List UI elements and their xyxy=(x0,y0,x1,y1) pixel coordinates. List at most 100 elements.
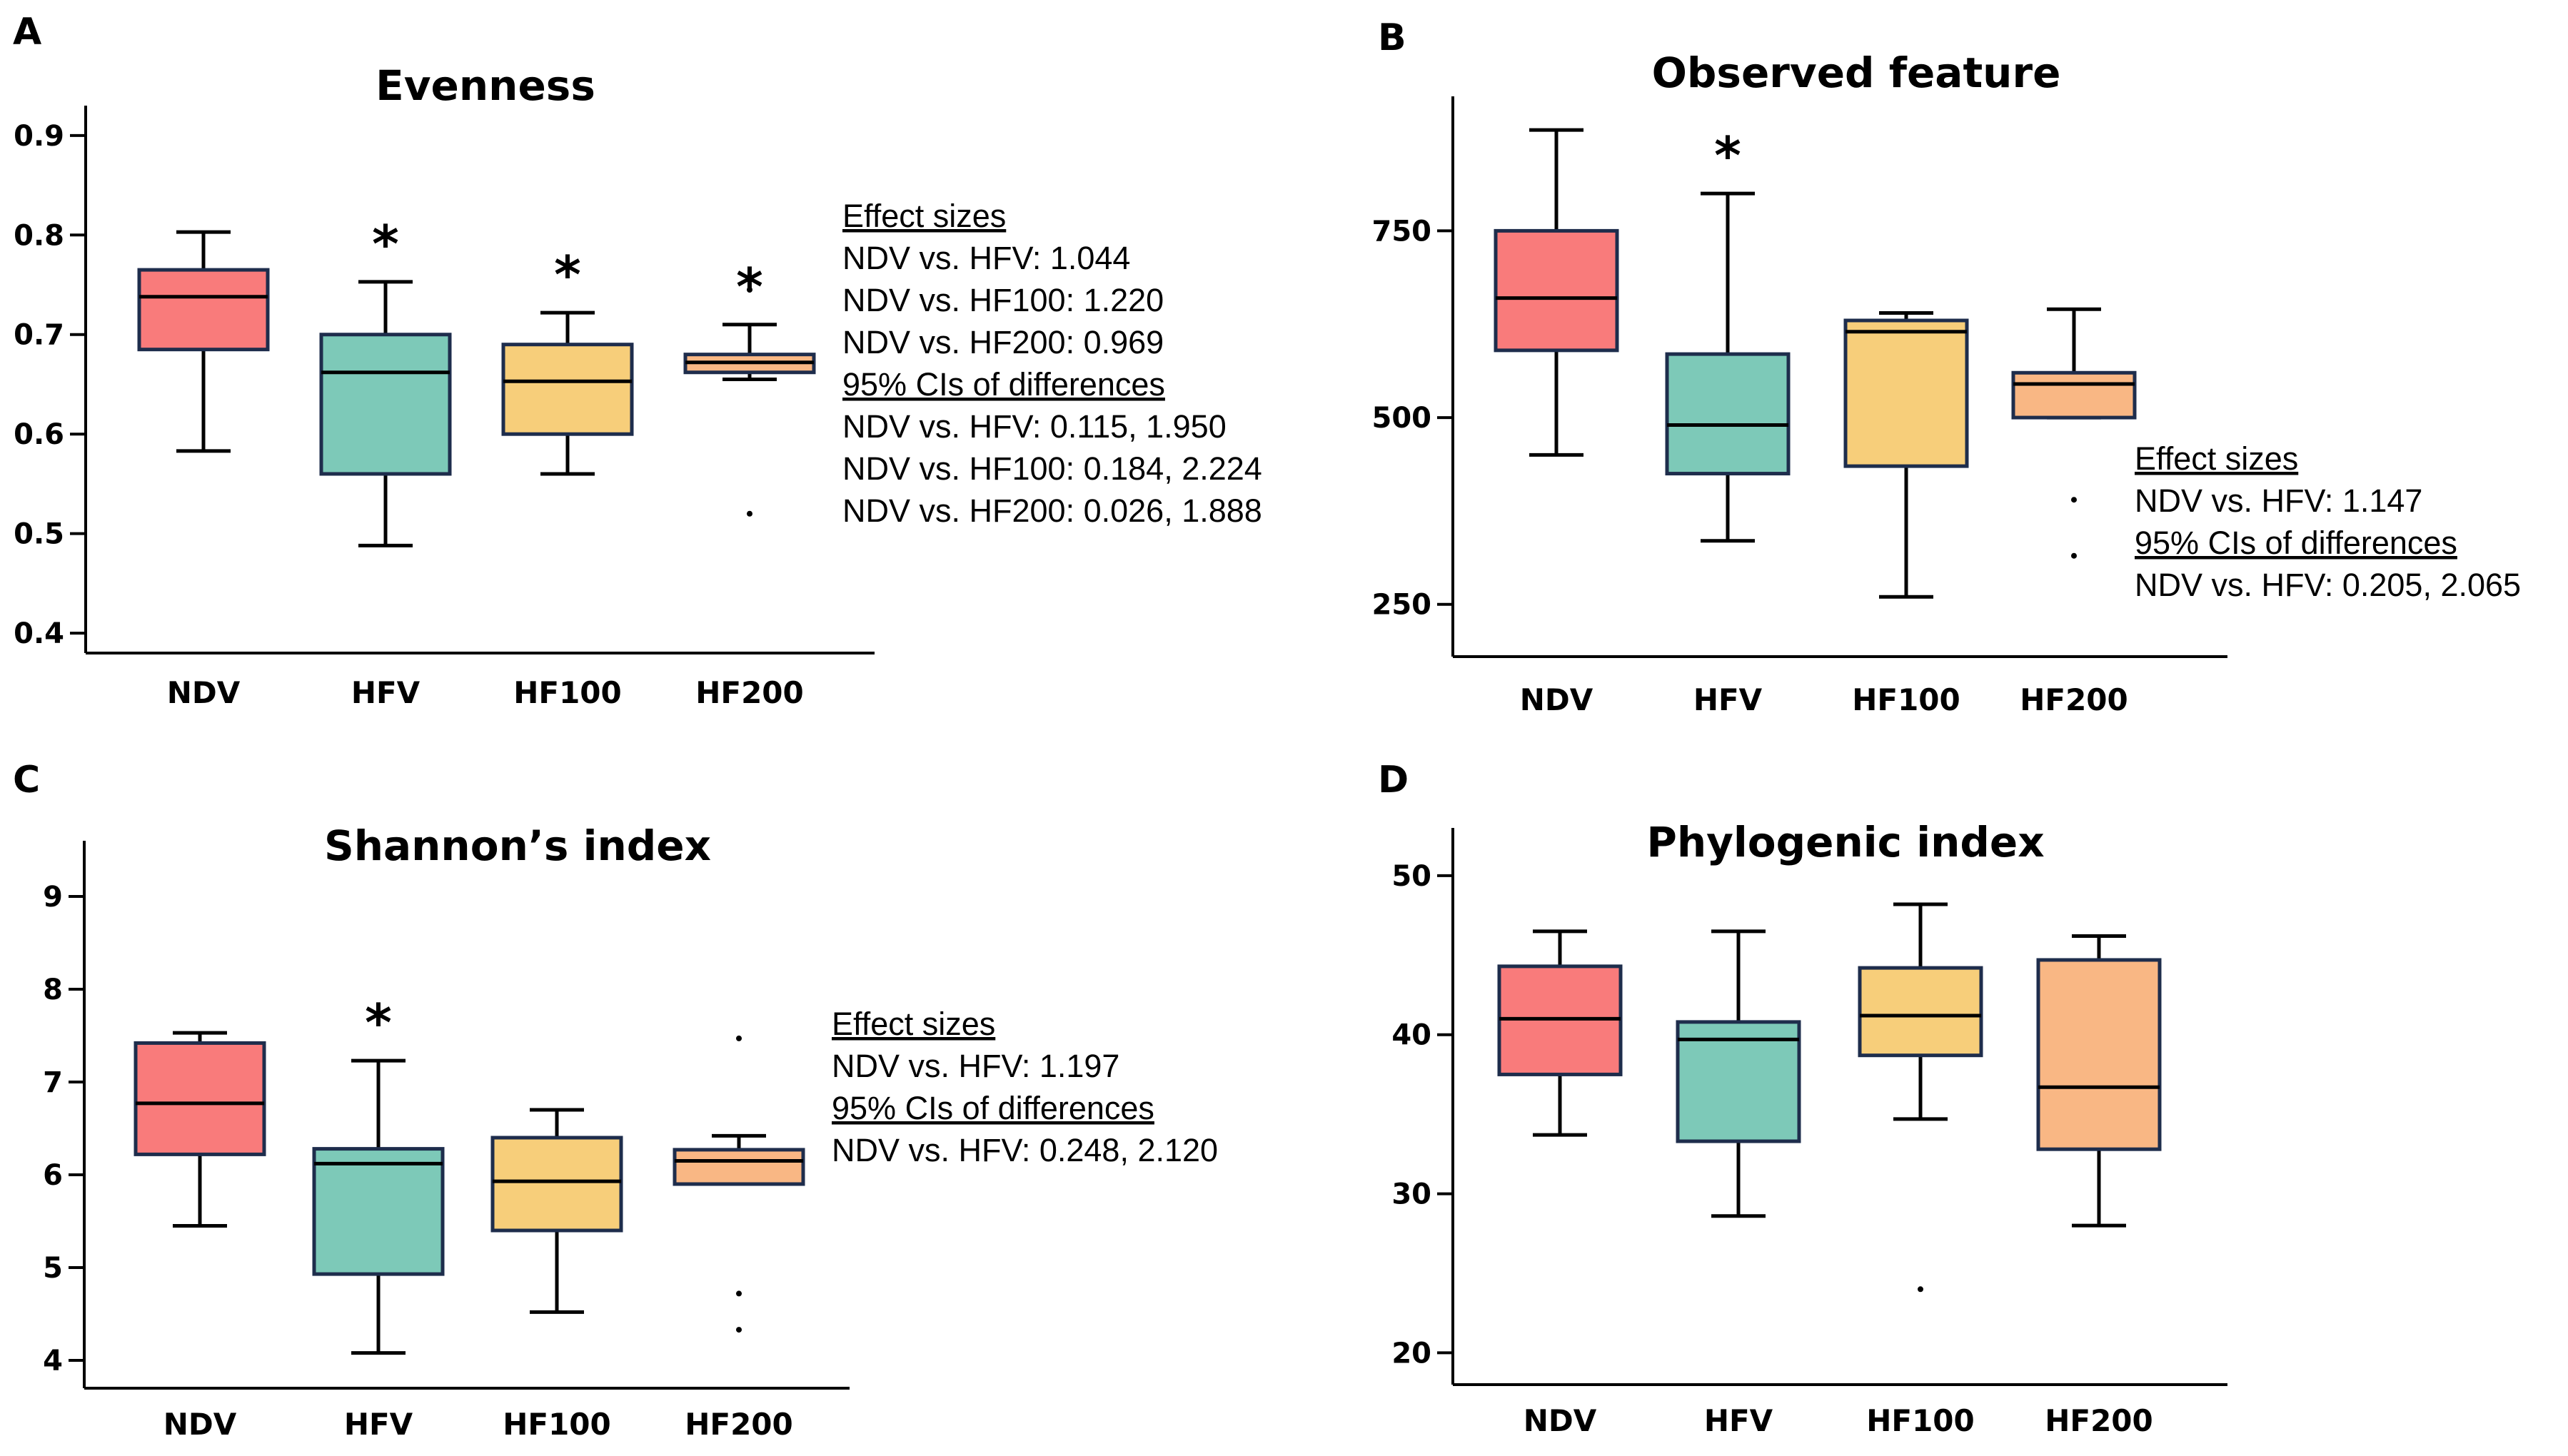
y-tick-label: 250 xyxy=(1372,589,1432,622)
outlier-point xyxy=(736,1327,742,1333)
y-tick-label: 500 xyxy=(1372,402,1432,435)
y-tick-label: 5 xyxy=(43,1252,63,1285)
y-tick-label: 8 xyxy=(43,974,63,1006)
x-category-label: HFV xyxy=(1704,1403,1773,1438)
box-iqr xyxy=(501,343,634,436)
box-NDV xyxy=(1494,128,1619,457)
box-iqr xyxy=(2036,958,2162,1151)
box-iqr xyxy=(1858,966,1983,1058)
annotation-line: NDV vs. HFV: 1.044 xyxy=(842,240,1130,276)
panel-letter: A xyxy=(13,11,41,54)
annotation-line: NDV vs. HFV: 0.248, 2.120 xyxy=(832,1132,1218,1168)
chart-title: Phylogenic index xyxy=(1646,818,2044,866)
box-HF200: * xyxy=(683,257,816,517)
significance-marker: * xyxy=(736,257,763,317)
x-category-label: HF100 xyxy=(1866,1403,1975,1438)
significance-marker: * xyxy=(365,993,392,1053)
x-category-label: HF200 xyxy=(695,675,804,710)
x-category-label: HFV xyxy=(351,675,421,710)
y-tick-label: 0.7 xyxy=(14,319,64,352)
box-iqr xyxy=(319,333,452,476)
annotation-line: NDV vs. HFV: 1.197 xyxy=(832,1048,1119,1084)
y-tick-label: 9 xyxy=(43,881,63,914)
box-HFV: * xyxy=(1665,126,1791,543)
chart-title: Observed feature xyxy=(1652,49,2061,97)
box-HF200 xyxy=(673,1035,805,1333)
stats-annotation: Effect sizes NDV vs. HFV: 1.044 NDV vs. HF… xyxy=(842,198,1262,529)
x-category-label: HFV xyxy=(344,1407,413,1442)
y-tick-label: 6 xyxy=(43,1159,63,1192)
y-tick-label: 0.5 xyxy=(14,518,64,551)
y-tick-label: 0.9 xyxy=(14,120,64,153)
annotation-line: NDV vs. HFV: 0.115, 1.950 xyxy=(842,408,1227,445)
box-iqr xyxy=(1665,352,1791,476)
y-tick-label: 0.8 xyxy=(14,219,64,252)
box-HF100 xyxy=(1858,902,1983,1293)
outlier-point xyxy=(736,1290,742,1297)
box-iqr xyxy=(1843,318,1969,468)
annotation-line: NDV vs. HFV: 1.147 xyxy=(2135,482,2422,519)
box-iqr xyxy=(673,1148,805,1186)
x-category-label: HF200 xyxy=(2020,682,2128,717)
y-tick-label: 0.4 xyxy=(14,617,64,650)
box-HF200 xyxy=(2011,307,2137,559)
annotation-heading: Effect sizes xyxy=(832,1006,995,1042)
box-iqr xyxy=(312,1147,445,1276)
box-NDV xyxy=(134,1031,266,1228)
annotation-heading: 95% CIs of differences xyxy=(842,366,1165,403)
box-HF100: * xyxy=(501,245,634,476)
annotation-heading: Effect sizes xyxy=(842,198,1006,234)
outlier-point xyxy=(2071,552,2077,559)
y-tick-label: 0.6 xyxy=(14,418,64,451)
stats-annotation: Effect sizes NDV vs. HFV: 1.147 95% CIs of… xyxy=(2135,440,2521,603)
y-tick-label: 4 xyxy=(43,1345,63,1377)
x-category-label: NDV xyxy=(163,1407,237,1442)
x-category-label: HFV xyxy=(1693,682,1763,717)
x-category-label: HF100 xyxy=(513,675,622,710)
annotation-line: NDV vs. HF100: 1.220 xyxy=(842,282,1164,318)
panel-B: B Observed feature 250 500 750 NDV * HFV HF100 HF… xyxy=(1372,16,2522,717)
panel-A: A Evenness 0.4 0.5 0.6 0.7 0.8 0.9 NDV * HFV * HF100… xyxy=(13,11,1262,710)
box-HF100 xyxy=(1843,311,1969,599)
panel-D: D Phylogenic index 20 30 40 50 NDV HFV HF100 HF20… xyxy=(1378,759,2227,1438)
annotation-heading: 95% CIs of differences xyxy=(2135,525,2457,561)
y-tick-label: 30 xyxy=(1391,1178,1431,1211)
annotation-heading: Effect sizes xyxy=(2135,440,2298,477)
box-iqr xyxy=(490,1136,623,1233)
box-iqr xyxy=(137,268,270,352)
x-category-label: HF200 xyxy=(2045,1403,2153,1438)
x-category-label: NDV xyxy=(167,675,241,710)
outlier-point xyxy=(747,510,752,517)
x-category-label: HF100 xyxy=(503,1407,611,1442)
panel-letter: C xyxy=(13,759,40,802)
box-HFV: * xyxy=(319,214,452,547)
box-NDV xyxy=(137,230,270,453)
chart-title: Shannon’s index xyxy=(324,821,711,870)
annotation-line: NDV vs. HFV: 0.205, 2.065 xyxy=(2135,567,2521,603)
annotation-line: NDV vs. HF100: 0.184, 2.224 xyxy=(842,450,1262,487)
chart-title: Evenness xyxy=(376,61,595,110)
x-category-label: NDV xyxy=(1520,682,1593,717)
box-HFV xyxy=(1676,929,1801,1218)
box-HFV: * xyxy=(312,993,445,1355)
box-iqr xyxy=(1676,1020,1801,1143)
outlier-point xyxy=(2071,497,2077,503)
y-tick-label: 40 xyxy=(1391,1019,1431,1052)
x-category-label: NDV xyxy=(1524,1403,1597,1438)
outlier-point xyxy=(1918,1286,1923,1293)
box-iqr xyxy=(1494,228,1619,353)
annotation-line: NDV vs. HF200: 0.969 xyxy=(842,324,1164,360)
x-category-label: HF100 xyxy=(1852,682,1960,717)
significance-marker: * xyxy=(372,214,399,274)
y-tick-label: 7 xyxy=(43,1066,63,1099)
outlier-point xyxy=(736,1035,742,1041)
significance-marker: * xyxy=(1714,126,1741,186)
box-HF200 xyxy=(2036,934,2162,1228)
y-tick-label: 20 xyxy=(1391,1337,1431,1370)
box-NDV xyxy=(1497,929,1623,1137)
x-category-label: HF200 xyxy=(685,1407,793,1442)
panel-C: C Shannon’s index 4 5 6 7 8 9 NDV * HFV HF100 HF200 E… xyxy=(13,759,1218,1442)
y-tick-label: 750 xyxy=(1372,215,1432,248)
box-iqr xyxy=(2011,370,2137,420)
